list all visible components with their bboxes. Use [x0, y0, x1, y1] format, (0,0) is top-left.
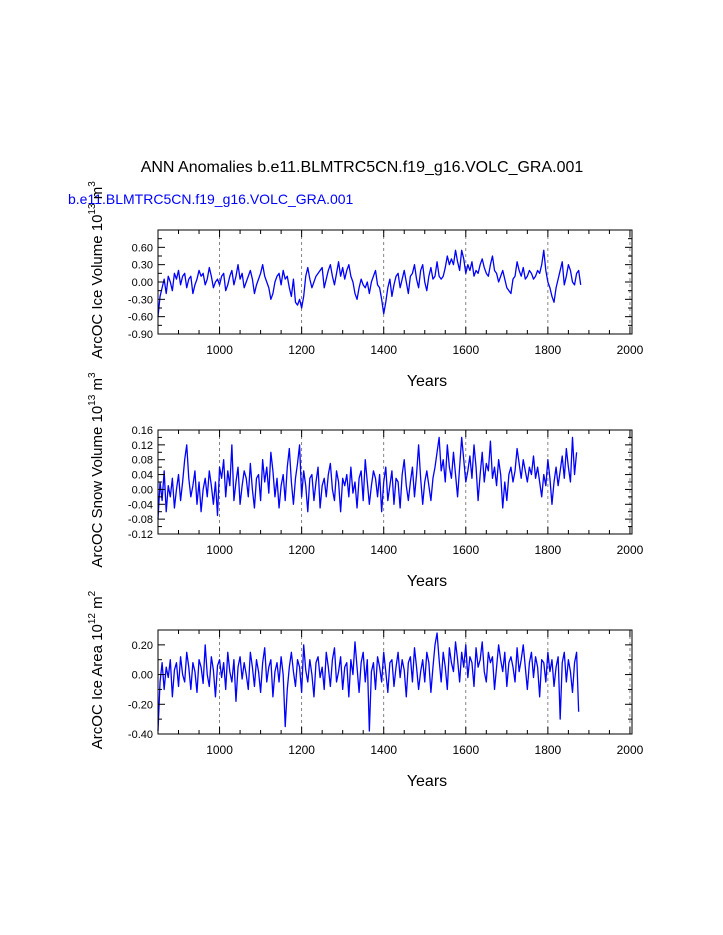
ice-volume-xtick-label-4: 1800 [535, 343, 562, 357]
ice-area-xtick-label-3: 1600 [452, 743, 479, 757]
ice-volume-ylabel-ylabel-main: ArcOC Ice Volume 10 [89, 215, 106, 359]
ice-volume-ytick-label-4: 0.30 [132, 260, 153, 272]
snow-volume-xtick-label-0: 1000 [206, 543, 233, 557]
snow-volume-series-line-0 [157, 436, 578, 520]
ice-volume-ylabel-ylabel-unit-exp: 3 [87, 181, 98, 187]
ice-area-ytick-label-1: -0.20 [128, 699, 153, 711]
ice-area-ylabel-ylabel-exp: 12 [87, 613, 98, 625]
snow-volume-ytick-label-3: 0.00 [132, 484, 153, 496]
snow-volume-xtick-label-5: 2000 [617, 543, 644, 557]
ice-area-xlabel: Years [407, 773, 447, 790]
snow-volume-ylabel-ylabel-exp: 13 [87, 394, 98, 406]
snow-volume-ytick-label-7: 0.16 [132, 425, 153, 437]
ice-volume-panel: 1000 1200 1400 1600 1800 2000 -0.90 -0.60 -0.30 0… [87, 181, 644, 390]
ice-volume-ytick-label-1: -0.60 [128, 312, 153, 324]
ice-area-xtick-label-4: 1800 [535, 743, 562, 757]
snow-volume-xtick-label-4: 1800 [535, 543, 562, 557]
ice-volume-xtick-label-1: 1200 [288, 343, 315, 357]
snow-volume-ylabel-ylabel-unit: m [89, 378, 106, 395]
ice-area-ylabel: ArcOC Ice Area 1012 m2 [87, 590, 106, 749]
snow-volume-panel: 1000 1200 1400 1600 1800 2000 -0.12 -0.08 -0.04 0… [87, 372, 644, 590]
ice-volume-xtick-label-2: 1400 [370, 343, 397, 357]
snow-volume-ylabel-ylabel-unit-exp: 3 [87, 372, 98, 378]
snow-volume-ytick-label-4: 0.04 [132, 470, 153, 482]
ice-area-plot-frame [157, 629, 633, 735]
ice-volume-ylabel-ylabel-unit: m [89, 187, 106, 204]
snow-volume-xlabel: Years [407, 573, 447, 590]
ice-area-ytick-label-0: -0.40 [128, 729, 153, 741]
ice-volume-xlabel: Years [407, 373, 447, 390]
ice-area-xtick-label-2: 1400 [370, 743, 397, 757]
snow-volume-ytick-label-6: 0.12 [132, 440, 153, 452]
snow-volume-xtick-label-1: 1200 [288, 543, 315, 557]
snow-volume-ytick-label-5: 0.08 [132, 455, 153, 467]
snow-volume-xtick-label-3: 1600 [452, 543, 479, 557]
ice-volume-ylabel: ArcOC Ice Volume 1013 m3 [87, 181, 106, 359]
snow-volume-xtick-label-2: 1400 [370, 543, 397, 557]
ice-volume-ylabel-ylabel-exp: 13 [87, 203, 98, 215]
snow-volume-ytick-label-0: -0.12 [128, 529, 153, 541]
ice-area-series-line-0 [157, 632, 580, 732]
ice-area-xtick-label-1: 1200 [288, 743, 315, 757]
ice-volume-xtick-label-0: 1000 [206, 343, 233, 357]
snow-volume-ytick-label-2: -0.04 [128, 499, 153, 511]
ice-volume-xtick-label-5: 2000 [617, 343, 644, 357]
ice-area-xtick-label-0: 1000 [206, 743, 233, 757]
ice-area-ylabel-ylabel-main: ArcOC Ice Area 10 [89, 624, 106, 749]
ice-area-xtick-label-5: 2000 [617, 743, 644, 757]
ice-volume-ytick-label-0: -0.90 [128, 329, 153, 341]
page-title: ANN Anomalies b.e11.BLMTRC5CN.f19_g16.VO… [141, 159, 584, 176]
snow-volume-ytick-label-1: -0.08 [128, 514, 153, 526]
ice-volume-ytick-label-5: 0.60 [132, 242, 153, 254]
chart-panels: 1000 1200 1400 1600 1800 2000 -0.90 -0.60 -0.30 0… [87, 181, 644, 790]
ice-volume-ytick-label-3: 0.00 [132, 277, 153, 289]
dataset-subtitle: b.e11.BLMTRC5CN.f19_g16.VOLC_GRA.001 [68, 191, 354, 207]
ice-area-panel: 1000 1200 1400 1600 1800 2000 -0.40 -0.20 0.00 0.… [87, 590, 644, 790]
ice-area-ylabel-ylabel-unit-exp: 2 [87, 590, 98, 596]
ice-volume-xtick-label-3: 1600 [452, 343, 479, 357]
ice-area-ylabel-ylabel-unit: m [89, 596, 106, 613]
snow-volume-ylabel: ArcOC Snow Volume 1013 m3 [87, 372, 106, 568]
ice-volume-series-line-0 [157, 249, 582, 317]
ice-volume-ytick-label-2: -0.30 [128, 294, 153, 306]
ice-area-ytick-label-2: 0.00 [132, 670, 153, 682]
ice-area-ytick-label-3: 0.20 [132, 640, 153, 652]
snow-volume-ylabel-ylabel-main: ArcOC Snow Volume 10 [89, 406, 106, 568]
